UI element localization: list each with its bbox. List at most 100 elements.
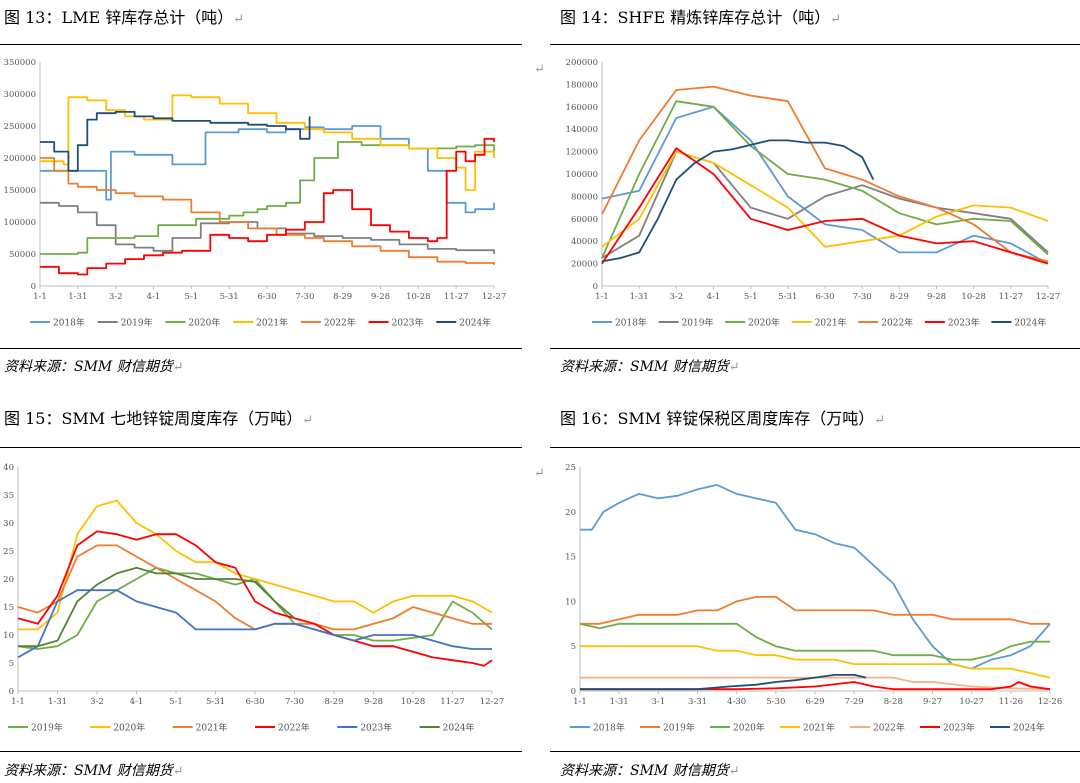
chart-svg: 0 5 10 15 20 25 30 35 40 1-1 1-31 3-2 4-1 5-1 5-31 6-30… bbox=[3, 463, 504, 734]
top-rule bbox=[0, 44, 522, 45]
x-tick-label: 10-28 bbox=[406, 292, 431, 302]
y-tick-label: 300000 bbox=[4, 90, 36, 100]
x-tick-label: 3-2 bbox=[90, 697, 104, 707]
x-tick-label: 5-31 bbox=[220, 292, 239, 302]
legend-label: 2018年 bbox=[593, 722, 625, 734]
x-tick-label: 12-26 bbox=[1038, 697, 1063, 707]
x-tick-label: 5-31 bbox=[778, 292, 797, 302]
x-tick-label: 4-1 bbox=[147, 292, 161, 302]
y-tick-label: 200000 bbox=[566, 58, 598, 68]
series-line bbox=[17, 589, 492, 659]
y-tick-label: 10 bbox=[565, 597, 576, 607]
figure-title: 图 15：SMM 七地锌锭周度库存（万吨）↵ bbox=[4, 409, 314, 428]
legend-label: 2024年 bbox=[443, 722, 475, 734]
y-tick-label: 25 bbox=[565, 463, 576, 473]
series-line bbox=[601, 150, 1049, 248]
figure-title: 图 13：LME 锌库存总计（吨）↵ bbox=[4, 8, 245, 27]
y-tick-label: 15 bbox=[3, 603, 14, 613]
legend-label: 2019年 bbox=[663, 722, 695, 734]
x-tick-label: 6-30 bbox=[245, 697, 264, 707]
series-line bbox=[580, 645, 1051, 679]
x-tick-label: 9-28 bbox=[364, 697, 383, 707]
bottom-rule bbox=[0, 348, 522, 349]
return-mark: ↵ bbox=[534, 466, 545, 481]
bottom-rule bbox=[550, 751, 1080, 752]
series-line bbox=[601, 147, 1049, 265]
y-tick-label: 200000 bbox=[4, 154, 36, 164]
y-tick-label: 250000 bbox=[4, 122, 36, 132]
legend-label: 2020年 bbox=[188, 317, 220, 329]
y-tick-label: 140000 bbox=[566, 125, 598, 135]
figure-title: 图 16：SMM 锌锭保税区周度库存（万吨）↵ bbox=[560, 409, 886, 428]
chart-svg: 0 5 10 15 20 25 1-1 1-31 3-1 3-31 4-30 5-30 6-29 7-29… bbox=[565, 463, 1063, 734]
x-tick-label: 5-31 bbox=[206, 697, 225, 707]
x-tick-label: 10-28 bbox=[961, 292, 986, 302]
series-line bbox=[580, 484, 1051, 670]
legend-label: 2024年 bbox=[1013, 722, 1045, 734]
x-tick-label: 11-27 bbox=[440, 697, 465, 707]
legend-label: 2024年 bbox=[459, 317, 491, 329]
x-tick-label: 4-1 bbox=[707, 292, 721, 302]
series-line bbox=[580, 681, 1051, 691]
x-tick-label: 6-29 bbox=[805, 697, 824, 707]
x-tick-label: 9-27 bbox=[923, 697, 942, 707]
x-tick-label: 3-2 bbox=[109, 292, 123, 302]
x-tick-label: 9-28 bbox=[927, 292, 946, 302]
series-line bbox=[579, 622, 1050, 661]
source-note: 资料来源：SMM 财信期货↵ bbox=[4, 359, 184, 375]
y-tick-label: 15 bbox=[565, 553, 576, 563]
x-tick-label: 8-28 bbox=[884, 697, 903, 707]
series-line bbox=[580, 676, 1051, 691]
x-tick-label: 7-29 bbox=[845, 697, 864, 707]
y-tick-label: 50000 bbox=[9, 250, 36, 260]
x-tick-label: 5-30 bbox=[766, 697, 785, 707]
figure-title: 图 14：SHFE 精炼锌库存总计（吨）↵ bbox=[560, 8, 842, 27]
series-line bbox=[40, 137, 495, 276]
legend-label: 2024年 bbox=[1014, 317, 1046, 329]
legend-label: 2023年 bbox=[943, 722, 975, 734]
x-tick-label: 11-27 bbox=[999, 292, 1024, 302]
series-line bbox=[40, 157, 495, 265]
y-tick-label: 5 bbox=[571, 642, 576, 652]
x-tick-label: 7-30 bbox=[295, 292, 314, 302]
series-line bbox=[40, 94, 495, 191]
legend-label: 2020年 bbox=[748, 317, 780, 329]
y-tick-label: 25 bbox=[3, 547, 14, 557]
x-tick-label: 3-2 bbox=[669, 292, 683, 302]
y-tick-label: 10 bbox=[3, 631, 14, 641]
x-tick-label: 10-28 bbox=[401, 697, 426, 707]
y-tick-label: 100000 bbox=[4, 218, 36, 228]
series-line bbox=[18, 499, 493, 631]
x-tick-label: 5-1 bbox=[169, 697, 183, 707]
x-tick-label: 8-29 bbox=[890, 292, 909, 302]
y-tick-label: 40000 bbox=[571, 237, 598, 247]
chart-svg: 0 20000 40000 60000 80000 100000 120000 140000 1… bbox=[566, 58, 1061, 329]
legend-label: 2021年 bbox=[196, 722, 228, 734]
legend-label: 2021年 bbox=[256, 317, 288, 329]
series-line bbox=[40, 111, 311, 172]
x-tick-label: 1-1 bbox=[11, 697, 25, 707]
x-tick-label: 8-29 bbox=[324, 697, 343, 707]
x-tick-label: 9-28 bbox=[371, 292, 390, 302]
y-tick-label: 150000 bbox=[4, 186, 36, 196]
x-tick-label: 3-1 bbox=[651, 697, 665, 707]
legend-label: 2023年 bbox=[360, 722, 392, 734]
y-tick-label: 350000 bbox=[4, 58, 36, 68]
y-tick-label: 0 bbox=[9, 687, 14, 697]
x-tick-label: 12-27 bbox=[1036, 292, 1061, 302]
source-note: 资料来源：SMM 财信期货↵ bbox=[560, 763, 740, 779]
series-line bbox=[17, 544, 492, 631]
x-tick-label: 1-31 bbox=[630, 292, 649, 302]
top-rule bbox=[0, 447, 522, 448]
x-tick-label: 1-1 bbox=[33, 292, 47, 302]
y-tick-label: 160000 bbox=[566, 103, 598, 113]
series-line bbox=[17, 530, 493, 667]
series-line bbox=[580, 674, 867, 691]
x-tick-label: 11-27 bbox=[444, 292, 469, 302]
x-tick-label: 5-1 bbox=[184, 292, 198, 302]
y-tick-label: 180000 bbox=[566, 80, 598, 90]
x-tick-label: 1-31 bbox=[610, 697, 629, 707]
source-note: 资料来源：SMM 财信期货↵ bbox=[560, 359, 740, 375]
x-tick-label: 11-26 bbox=[999, 697, 1024, 707]
y-tick-label: 80000 bbox=[571, 192, 598, 202]
